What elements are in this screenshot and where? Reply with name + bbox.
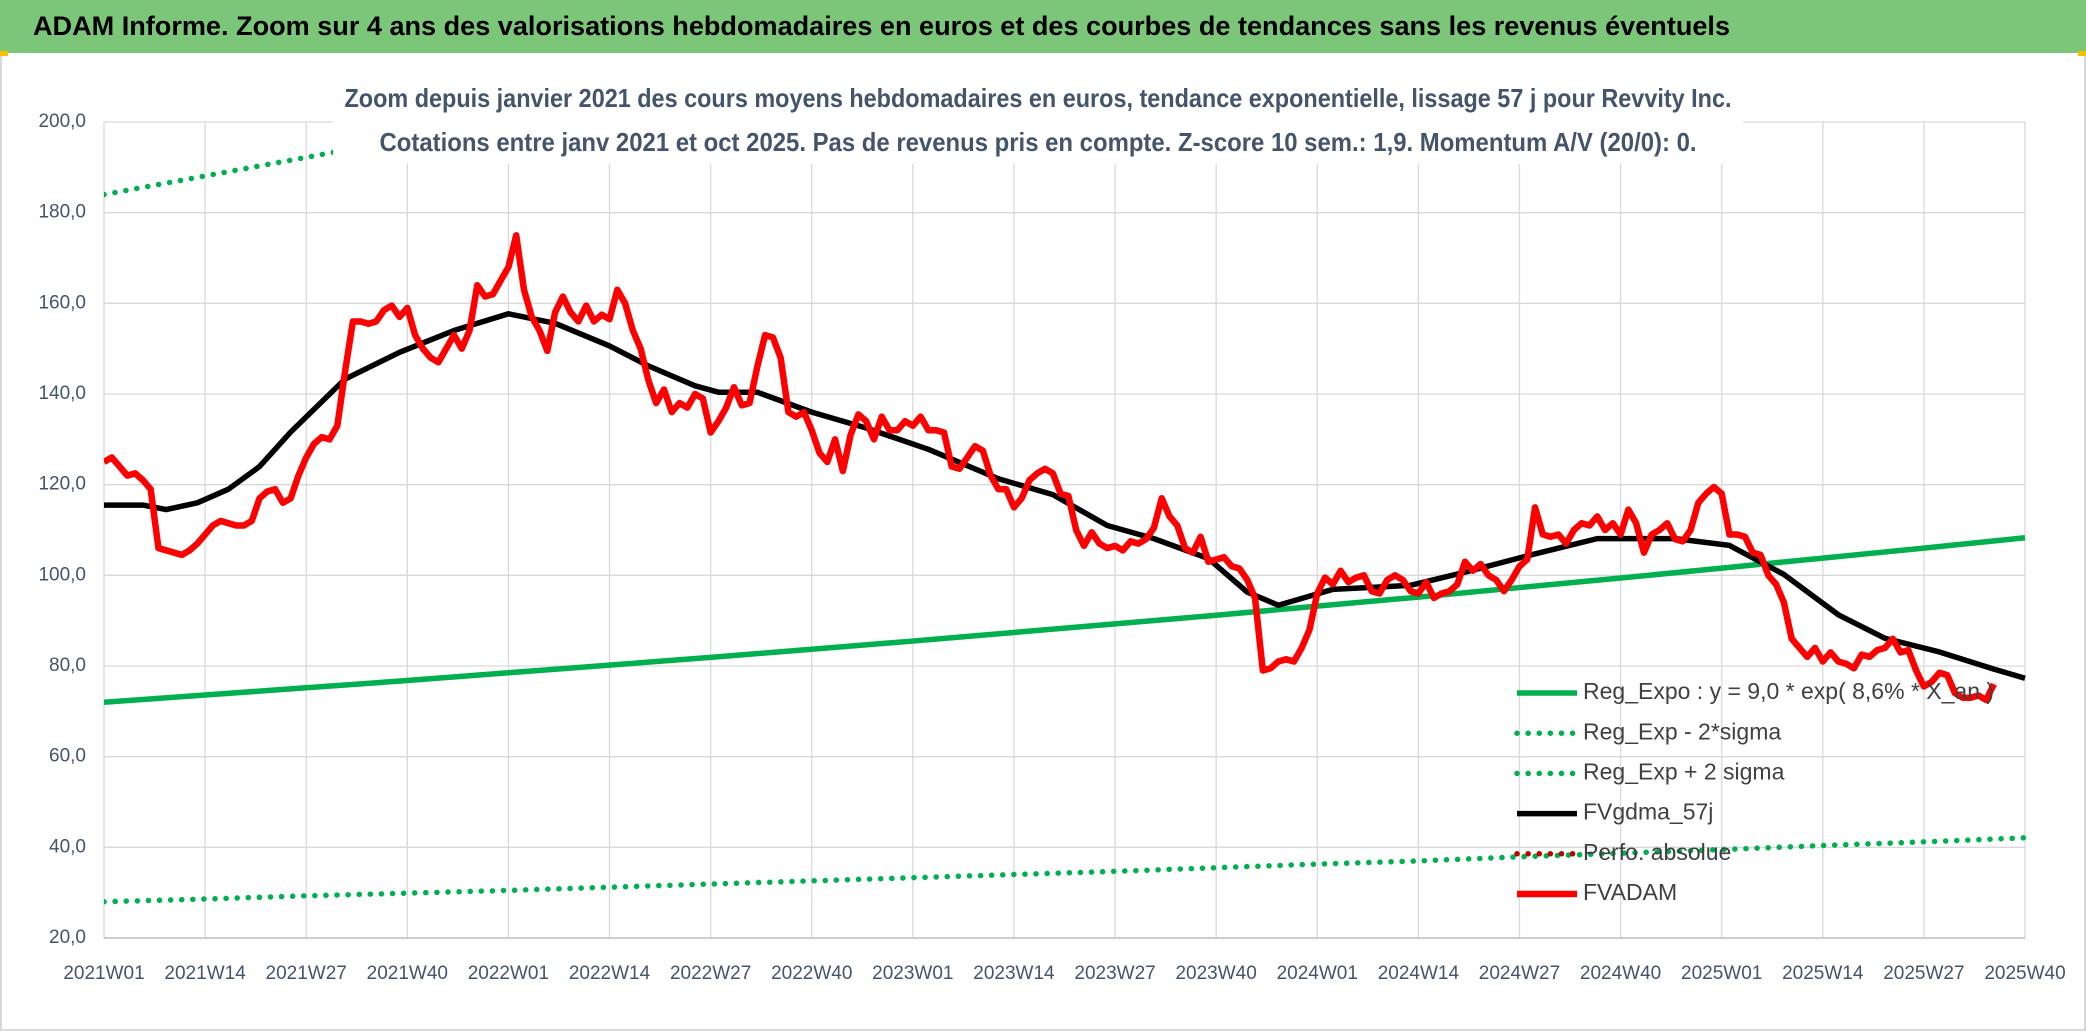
subtitle: Cotations entre janv 2021 et oct 2025. P… [380,127,1697,157]
x-tick-label: 2024W40 [1580,963,1661,984]
y-tick-label: 120,0 [38,474,86,495]
x-tick-label: 2025W27 [1883,963,1964,984]
x-tick-label: 2021W40 [367,963,448,984]
series-line [104,835,2028,905]
legend-label: Reg_Exp + 2 sigma [1583,758,1785,784]
x-tick-label: 2021W27 [266,963,347,984]
y-tick-label: 100,0 [38,564,86,585]
x-tick-label: 2023W14 [973,963,1055,984]
x-tick-label: 2022W01 [468,963,549,984]
legend-label: Perfo. absolue [1583,839,1731,865]
x-tick-label: 2025W40 [1984,963,2065,984]
x-tick-label: 2023W40 [1175,963,1256,984]
plot-area: 20,0 40,0 60,0 80,0 100,0 120,0 140,0 160,0 180,… [38,111,2065,984]
x-tick-label: 2025W14 [1782,963,1864,984]
x-tick-label: 2022W14 [569,963,651,984]
banner-accent [0,51,8,56]
x-tick-label: 2021W14 [164,963,246,984]
x-tick-label: 2023W01 [872,963,953,984]
y-tick-label: 160,0 [38,292,86,313]
legend: Reg_Expo : y = 9,0 * exp( 8,6% * X_an ) R… [1514,678,1994,905]
legend-label: Reg_Expo : y = 9,0 * exp( 8,6% * X_an ) [1583,678,1994,704]
legend-label: FVADAM [1583,879,1677,905]
y-tick-label: 60,0 [49,746,86,767]
series-line [104,534,2026,706]
x-tick-label: 2024W01 [1277,963,1358,984]
subtitle: Zoom depuis janvier 2021 des cours moyen… [345,83,1732,113]
series-line [104,232,1997,704]
title-banner [0,0,2086,53]
y-tick-label: 80,0 [49,655,86,676]
x-tick-label: 2024W14 [1378,963,1460,984]
chart-title: ADAM Informe. Zoom sur 4 ans des valoris… [33,11,1730,41]
x-tick-label: 2025W01 [1681,963,1762,984]
x-tick-label: 2023W27 [1074,963,1155,984]
banner-accent [2078,51,2086,56]
x-tick-label: 2021W01 [63,963,144,984]
x-tick-label: 2022W27 [670,963,751,984]
y-tick-label: 200,0 [38,111,86,132]
legend-label: Reg_Exp - 2*sigma [1583,718,1781,744]
y-tick-label: 40,0 [49,836,86,857]
y-tick-label: 180,0 [38,202,86,223]
x-tick-label: 2022W40 [771,963,852,984]
x-tick-label: 2024W27 [1479,963,1560,984]
y-tick-label: 20,0 [49,927,86,948]
y-tick-label: 140,0 [38,383,86,404]
subtitle-box [333,76,1743,164]
legend-label: FVgdma_57j [1583,799,1713,825]
